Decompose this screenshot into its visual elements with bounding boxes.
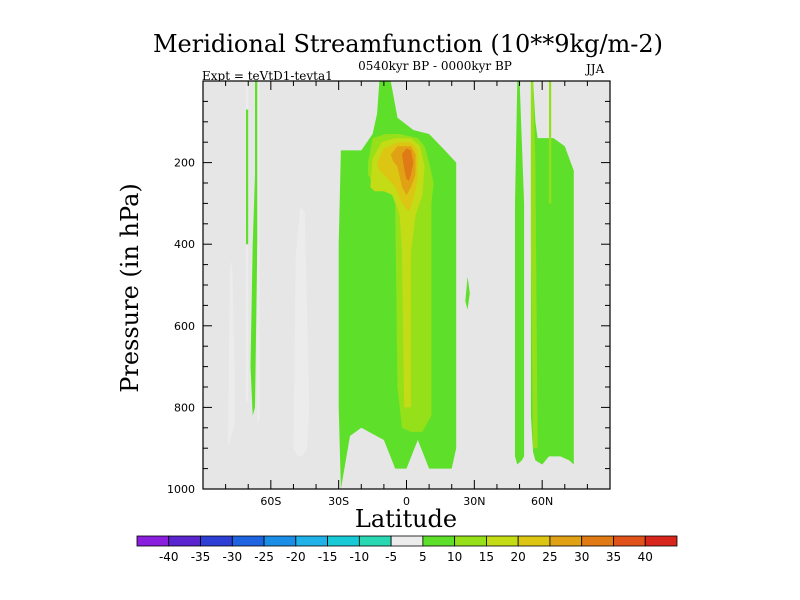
colorbar-label: -40 [159, 550, 179, 564]
contour-region-2 [246, 109, 249, 245]
colorbar-label: -25 [254, 550, 274, 564]
colorbar-swatch [613, 535, 646, 547]
colorbar-swatch [136, 535, 170, 547]
contour-regions [227, 81, 574, 489]
x-axis-label: Latitude [355, 505, 457, 533]
y-tick-label: 1000 [167, 483, 195, 496]
colorbar-swatch [200, 535, 233, 547]
x-tick-label: 0 [403, 495, 410, 508]
contour-region-5 [293, 207, 310, 457]
colorbar-label: 5 [419, 550, 427, 564]
colorbar-swatch [231, 535, 265, 547]
y-tick-label: 600 [174, 320, 195, 333]
y-tick-label: 800 [174, 401, 195, 414]
chart-title: Meridional Streamfunction (10**9kg/m-2) [153, 30, 663, 58]
colorbar-swatch [644, 535, 678, 547]
colorbar-swatch [295, 535, 328, 547]
contour-region-11 [402, 148, 414, 181]
colorbar-label: -15 [318, 550, 338, 564]
contour-region-3 [250, 81, 260, 416]
colorbar-swatch [581, 535, 614, 547]
y-tick-label: 200 [174, 157, 195, 170]
colorbar-label: 15 [479, 550, 494, 564]
colorbar-label: 35 [606, 550, 621, 564]
contour-region-4 [257, 81, 260, 424]
chart-subtitle-right: JJA [584, 62, 605, 76]
colorbar-swatch [454, 535, 487, 547]
colorbar-label: -10 [350, 550, 370, 564]
y-axis-ticks: 200 400 600 800 1000 [167, 100, 610, 496]
y-axis-label: Pressure (in hPa) [116, 183, 144, 393]
colorbar-label: -30 [222, 550, 242, 564]
contour-region-12 [465, 276, 470, 310]
colorbar-label: -20 [286, 550, 306, 564]
colorbar-swatch [422, 535, 456, 547]
colorbar-swatch [358, 535, 392, 547]
x-tick-label: 30N [463, 495, 485, 508]
y-tick-label: 400 [174, 238, 195, 251]
colorbar-label: 25 [542, 550, 557, 564]
colorbar-swatch [486, 535, 519, 547]
contour-region-0 [227, 260, 235, 449]
colorbar-swatch [168, 535, 201, 547]
contour-region-16 [549, 81, 552, 204]
colorbar-swatch [327, 535, 360, 547]
colorbar-label: 30 [574, 550, 589, 564]
contour-region-13 [515, 81, 525, 465]
colorbar-label: -5 [385, 550, 397, 564]
contour-region-14 [530, 81, 574, 465]
colorbar-swatch [263, 535, 297, 547]
x-tick-label: 30S [328, 495, 349, 508]
x-tick-label: 60S [260, 495, 281, 508]
colorbar-swatch [549, 535, 583, 547]
colorbar-swatch [390, 535, 424, 547]
chart-subtitle-left: Expt = teVtD1-tevta1 [202, 69, 333, 83]
colorbar: -40 -35 -30 -25 -20 -15 -10 -5 5 10 15 20 25 30 35 40 [136, 535, 678, 564]
colorbar-label: 40 [638, 550, 653, 564]
contour-region-15 [530, 81, 538, 449]
colorbar-label: 10 [447, 550, 462, 564]
x-tick-label: 60N [531, 495, 553, 508]
colorbar-label: -35 [191, 550, 211, 564]
chart-subtitle-center: 0540kyr BP - 0000kyr BP [358, 59, 512, 73]
colorbar-swatch [517, 535, 551, 547]
colorbar-label: 20 [511, 550, 526, 564]
x-axis-ticks: 60S 30S 0 30N 60N [225, 81, 588, 508]
